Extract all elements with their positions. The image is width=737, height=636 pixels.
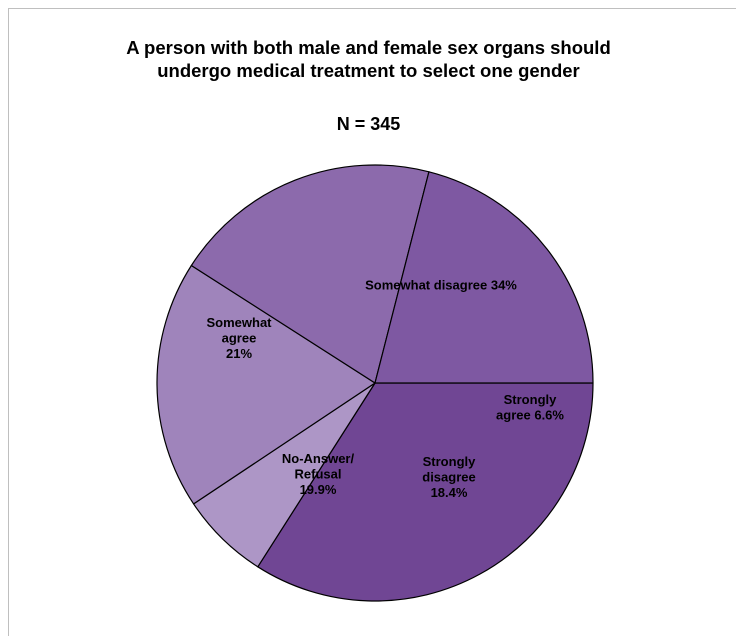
slice-label-no-answer-refusal: No-Answer/Refusal 19.9%: [282, 451, 355, 497]
slice-label-line: No-Answer/: [282, 451, 355, 466]
pie-slice-somewhat-agree: [374, 171, 594, 384]
chart-title-line-2: undergo medical treatment to select one …: [157, 60, 580, 81]
chart-frame: [8, 8, 736, 636]
slice-label-line: Somewhat disagree 34%: [365, 278, 517, 293]
slice-label-somewhat-disagree: Somewhat disagree 34%: [365, 278, 517, 293]
slice-label-line: agree: [222, 331, 257, 346]
slice-label-line: Strongly: [423, 454, 476, 469]
slice-label-line: 18.4%: [431, 485, 468, 500]
pie-slice-no-answer-refusal: [190, 164, 430, 384]
chart-subtitle: N = 345: [336, 114, 401, 134]
slice-label-somewhat-agree: Somewhat agree 21%: [206, 315, 272, 361]
slice-label-line: Refusal: [295, 467, 342, 482]
slice-label-line: agree 6.6%: [496, 407, 564, 422]
pie-slice-strongly-disagree: [156, 264, 376, 505]
slice-label-line: disagree: [422, 470, 475, 485]
slice-label-line: Somewhat: [206, 315, 272, 330]
pie-slice-somewhat-disagree: [257, 382, 594, 602]
slice-label-strongly-agree: Strongly agree 6.6%: [496, 392, 564, 423]
chart-title-line-1: A person with both male and female sex o…: [126, 37, 611, 58]
slice-label-line: 21%: [226, 346, 252, 361]
slice-label-strongly-disagree: Strongly disagree 18.4%: [422, 454, 476, 500]
slice-label-line: 19.9%: [300, 482, 337, 497]
chart-title: A person with both male and female sex o…: [0, 36, 737, 82]
slice-label-line: Strongly: [504, 392, 557, 407]
